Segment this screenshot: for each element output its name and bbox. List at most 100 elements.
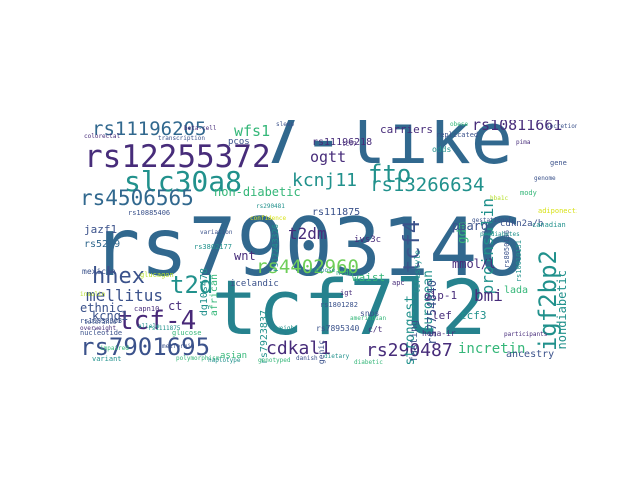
word-cloud-word: ancestry [506, 349, 555, 360]
word-cloud-word: rs3802177 [194, 243, 232, 251]
word-cloud-word: ntdm [336, 269, 353, 277]
word-cloud-word: rs290481 [256, 203, 285, 210]
word-cloud-word: slc30a8 [124, 165, 243, 198]
word-cloud-word: replicated [436, 131, 479, 139]
word-cloud-word: wnt [234, 249, 256, 263]
word-cloud-word: diabetic [354, 359, 383, 365]
word-cloud-word: genotyped [258, 357, 291, 364]
word-cloud-word: odds [432, 145, 452, 154]
word-cloud-word: gestational [472, 217, 512, 224]
word-cloud-word: lifestyle [413, 250, 422, 294]
word-cloud-word: adipose [310, 267, 336, 274]
word-cloud-word: rs1111875 [148, 325, 181, 332]
word-cloud-word: lada [504, 285, 529, 296]
word-cloud-word: rs290487 [366, 340, 453, 361]
word-cloud-word: colorectal [84, 133, 121, 140]
word-cloud-word: igt [340, 289, 353, 297]
word-cloud-word: bmi [474, 286, 503, 305]
word-cloud-word: gene [550, 159, 567, 167]
word-cloud-word: african [209, 274, 220, 317]
word-cloud-word: rs10885406 [128, 209, 171, 217]
word-cloud-word: tolerance [84, 319, 117, 326]
word-cloud-word: rs4402960 [256, 256, 359, 278]
word-cloud-word: ivs3c [354, 235, 382, 245]
word-cloud-word: cdkn2a/b [500, 219, 544, 229]
word-cloud-word: nucleotide [80, 329, 123, 337]
word-cloud-word: rs7895340 [316, 324, 360, 333]
word-cloud-word: dietary [324, 353, 350, 360]
word-cloud-word: beta-cell [184, 125, 217, 132]
word-cloud-word: lef [432, 309, 452, 322]
word-cloud-word: rs1801282 [320, 301, 358, 309]
word-cloud-word: prediabetes [480, 231, 520, 238]
word-cloud-word: non-diabetic [214, 185, 301, 199]
word-cloud-word: asian [220, 351, 248, 361]
word-cloud-word: jazf1 [84, 223, 118, 236]
word-cloud-word: t2dm [288, 224, 327, 243]
word-cloud-word: rs12243326 [271, 224, 280, 273]
word-cloud-word: rs12255372 [84, 139, 271, 175]
word-cloud-word: rs10010131 [515, 240, 523, 283]
word-cloud-word: mellitus [86, 286, 164, 305]
word-cloud-word: glucose [172, 329, 202, 337]
word-cloud-word: sleep [276, 121, 295, 128]
word-cloud-word: variant [92, 355, 122, 363]
word-cloud-word: rs7923837 [259, 310, 270, 364]
word-cloud-word: hhex [92, 264, 145, 289]
word-cloud-word: fasting [409, 320, 420, 363]
word-cloud-word: rs5219 [84, 239, 121, 250]
word-cloud-word: tcf7 [342, 141, 357, 148]
word-cloud-word: canadian [532, 221, 566, 229]
word-cloud-word: rs4506565 [80, 186, 194, 210]
word-cloud-word: mexican [82, 267, 116, 276]
word-cloud: rs7903146 7-like tcf7l2 rs12255372 slc30a8 rs… [80, 120, 577, 364]
word-cloud-word: tcf7l2 [212, 263, 487, 352]
word-cloud-word: capn10 [134, 305, 160, 313]
word-cloud-word: snps [360, 309, 380, 318]
word-cloud-word: hba1c [490, 195, 509, 202]
word-cloud-word: weight [276, 325, 298, 332]
word-cloud-word: proinsulin [478, 198, 497, 295]
word-cloud-word: ogtt [310, 148, 347, 166]
word-cloud-word: overweight [80, 325, 117, 332]
word-cloud-word: rs13266634 [370, 174, 485, 196]
word-cloud-word: metformin [162, 343, 195, 350]
word-cloud-word: adiponectin [538, 207, 577, 215]
word-cloud-word: obese [450, 121, 469, 128]
word-cloud-word: rs10811661 [472, 120, 563, 134]
word-cloud-word: insulinogenic [317, 340, 326, 364]
word-cloud-word: carriers [380, 123, 433, 136]
word-cloud-word: kcnj11 [292, 170, 358, 191]
word-cloud-word: secretion [546, 123, 577, 130]
word-cloud-word: nondiabetic [555, 270, 569, 350]
word-cloud-word: insulin [80, 291, 106, 298]
word-cloud-word: cdkal1 [266, 338, 332, 359]
word-cloud-word: incretin [458, 341, 526, 357]
word-cloud-word: rs7903146 [92, 201, 526, 294]
word-cloud-word: homa-ir [422, 329, 456, 338]
word-cloud-word: mmol/l [452, 257, 496, 271]
word-cloud-word: polymorphism [176, 355, 220, 362]
word-cloud-word: rs111875 [312, 207, 361, 218]
word-cloud-word: ct [168, 299, 183, 313]
word-cloud-word: confidence [250, 215, 287, 222]
word-cloud-word: t2d [170, 271, 214, 299]
word-cloud-word: genome [534, 175, 556, 182]
word-cloud-word: rs10830963 [80, 317, 123, 325]
word-cloud-word: 7-like [260, 120, 513, 180]
word-cloud-word: amerindian [350, 315, 387, 322]
word-cloud-word: apc [392, 279, 405, 287]
word-cloud-word: fto [368, 160, 412, 188]
word-cloud-word: transcription [158, 135, 205, 142]
word-cloud-word: rs7901695 [80, 333, 211, 361]
word-cloud-word: rs11196205 [92, 120, 207, 140]
word-cloud-word: mody [520, 189, 537, 197]
word-cloud-word: participants [504, 331, 548, 338]
word-cloud-word: tcf3 [460, 309, 487, 322]
word-cloud-word: glp-1 [424, 289, 458, 302]
word-cloud-word: allele [138, 323, 160, 330]
word-cloud-word: pparg [452, 219, 489, 233]
word-cloud-word: pima [516, 139, 531, 146]
word-cloud-word: ethnic [80, 301, 124, 315]
